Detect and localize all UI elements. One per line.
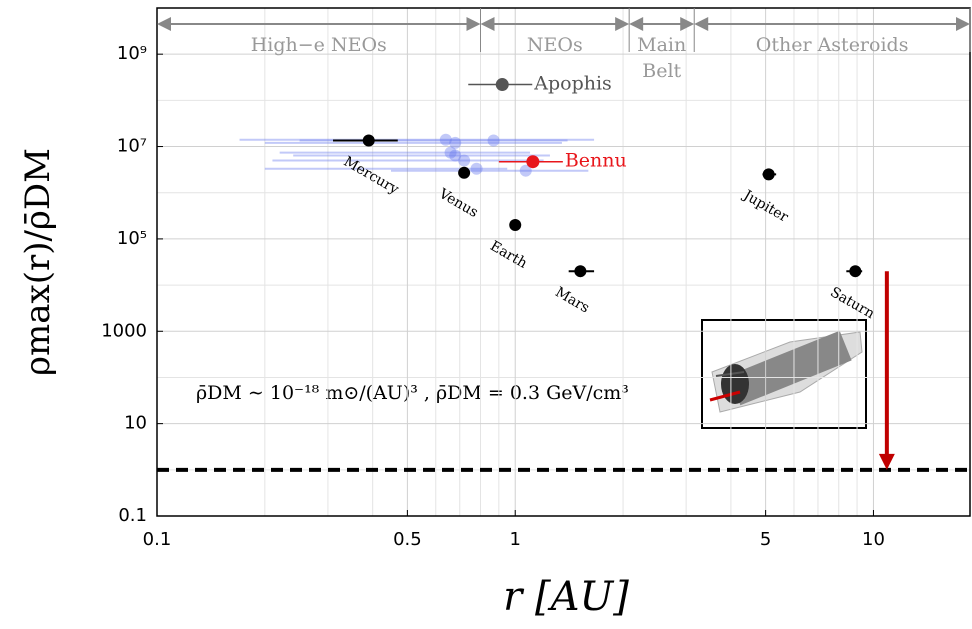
region-label: Other Asteroids	[756, 34, 909, 56]
y-tick-label: 1000	[101, 320, 147, 341]
arrowhead	[481, 17, 495, 31]
x-tick-label: 5	[760, 529, 771, 550]
arrowhead	[680, 17, 694, 31]
data-point	[496, 78, 509, 91]
data-point	[488, 135, 500, 147]
region-label: Belt	[642, 60, 681, 82]
data-point	[849, 265, 861, 277]
x-tick-label: 0.1	[143, 529, 172, 550]
arrowhead	[615, 17, 629, 31]
arrowhead	[467, 17, 481, 31]
x-tick-label: 0.5	[393, 529, 422, 550]
arrowhead	[956, 17, 970, 31]
data-point	[763, 168, 775, 180]
y-tick-label: 10⁹	[117, 43, 147, 64]
y-tick-label: 10	[124, 413, 147, 434]
region-label: NEOs	[527, 34, 583, 56]
x-tick-label: 1	[510, 529, 521, 550]
y-tick-label: 10⁷	[117, 136, 147, 157]
data-point	[526, 155, 539, 168]
planet-label: Venus	[435, 185, 481, 221]
point-label: Bennu	[565, 150, 627, 172]
y-tick-label: 10⁵	[117, 228, 147, 249]
formula-annotation: ρ̄DM ∼ 10⁻¹⁸ m⊙/(AU)³ , ρ̄DM = 0.3 GeV/c…	[196, 382, 629, 404]
x-axis-label: r [AU]	[503, 574, 629, 620]
y-axis-label: ρmax(r)/ρ̄DM	[18, 148, 58, 376]
chart: r [AU] ρmax(r)/ρ̄DM ρ̄DM ∼ 10⁻¹⁸ m⊙/(AU)…	[0, 0, 972, 629]
region-label: High−e NEOs	[251, 34, 387, 56]
data-point	[363, 135, 375, 147]
planet-label: Saturn	[827, 284, 877, 322]
data-point	[509, 219, 521, 231]
planet-label: Mars	[552, 284, 592, 316]
data-point	[458, 167, 470, 179]
arrowhead	[879, 454, 895, 470]
y-tick-label: 0.1	[118, 505, 147, 526]
arrowhead	[629, 17, 643, 31]
detector-inset	[702, 320, 866, 428]
data-point	[471, 163, 483, 175]
arrowhead	[694, 17, 708, 31]
point-label: Apophis	[533, 73, 612, 95]
data-point	[458, 154, 470, 166]
x-tick-label: 10	[862, 529, 885, 550]
arrowhead	[157, 17, 171, 31]
planet-label: Earth	[487, 238, 530, 272]
data-point	[574, 265, 586, 277]
region-label: Main	[637, 34, 686, 56]
